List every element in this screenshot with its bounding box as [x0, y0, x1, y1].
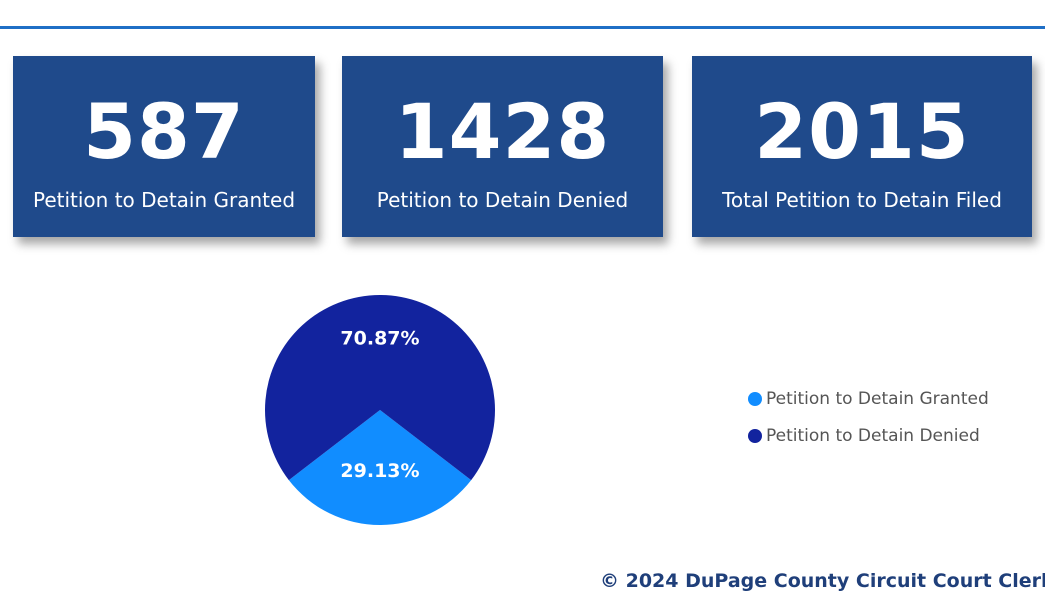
legend-label-denied: Petition to Detain Denied — [766, 425, 980, 446]
copyright-footer: © 2024 DuPage County Circuit Court Clerk… — [600, 570, 1045, 592]
legend-swatch-denied — [748, 428, 762, 443]
kpi-label-granted: Petition to Detain Granted — [32, 188, 296, 212]
kpi-label-denied: Petition to Detain Denied — [376, 188, 629, 212]
kpi-value-denied: 1428 — [394, 87, 611, 176]
kpi-label-total: Total Petition to Detain Filed — [722, 188, 1002, 212]
kpi-value-granted: 587 — [83, 87, 245, 176]
kpi-card-granted: 587 Petition to Detain Granted — [13, 56, 315, 237]
pie-label-denied: 70.87% — [340, 328, 419, 350]
legend-label-granted: Petition to Detain Granted — [766, 388, 989, 409]
header-divider — [0, 26, 1045, 29]
pie-label-granted: 29.13% — [340, 460, 419, 482]
kpi-card-denied: 1428 Petition to Detain Denied — [342, 56, 663, 237]
chart-legend: Petition to Detain Granted Petition to D… — [748, 380, 989, 454]
legend-item-granted[interactable]: Petition to Detain Granted — [748, 380, 989, 417]
pie-slice-denied[interactable] — [265, 295, 495, 481]
pie-slice-granted[interactable] — [288, 410, 472, 525]
legend-item-denied[interactable]: Petition to Detain Denied — [748, 417, 989, 454]
kpi-value-total: 2015 — [754, 87, 970, 176]
pie-chart: 29.13% 70.87% — [265, 295, 495, 525]
kpi-card-total: 2015 Total Petition to Detain Filed — [692, 56, 1032, 237]
legend-swatch-granted — [748, 391, 762, 406]
